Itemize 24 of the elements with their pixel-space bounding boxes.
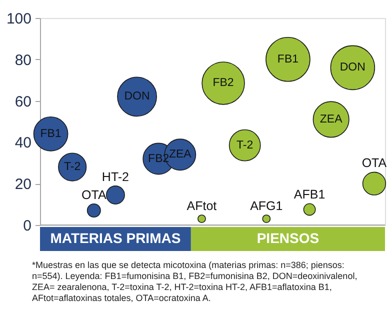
annotation: ZEA: [320, 113, 343, 126]
annotation: T-2: [236, 139, 254, 152]
annotation: AFB1: [294, 188, 326, 202]
y-tick-label: 80: [14, 52, 32, 69]
annotation: DON: [340, 62, 366, 74]
annotation: DON: [124, 90, 150, 103]
annotation: FB1: [277, 53, 299, 66]
annotation: HT-2: [102, 170, 130, 184]
text: *Muestras en las que se detecta micotoxina (materias primas: n=386; piensos: n=554). Leyenda: FB1=fumonisina B1, FB2=fumonisina B2, DON=deoxinivalenol, ZEA= zearalenona, T-2=toxina T-2, HT-2=toxina HT-2, AFB1=aflatoxina B1, AFtot=aflatoxinas totales, OTA=ocratoxina A.: [32, 260, 358, 303]
series-label: PIENSOS: [256, 230, 320, 246]
annotation: FB2: [212, 77, 234, 90]
annotation: AFtot: [186, 198, 218, 213]
y-tick-label: 0: [23, 218, 32, 234]
y-tick-label: 100: [6, 10, 32, 28]
annotation: T-2: [64, 161, 81, 174]
annotation: FB1: [40, 128, 62, 140]
annotation: ZEA: [168, 148, 192, 161]
annotation: AFG1: [250, 198, 283, 213]
y-tick-label: 40: [14, 134, 32, 152]
annotation: OTA: [82, 188, 107, 202]
y-tick-label: 20: [14, 176, 32, 194]
text: MATERIAS PRIMAS: [50, 230, 181, 246]
y-tick-label: 60: [14, 93, 32, 110]
annotation: OTA: [362, 156, 388, 170]
